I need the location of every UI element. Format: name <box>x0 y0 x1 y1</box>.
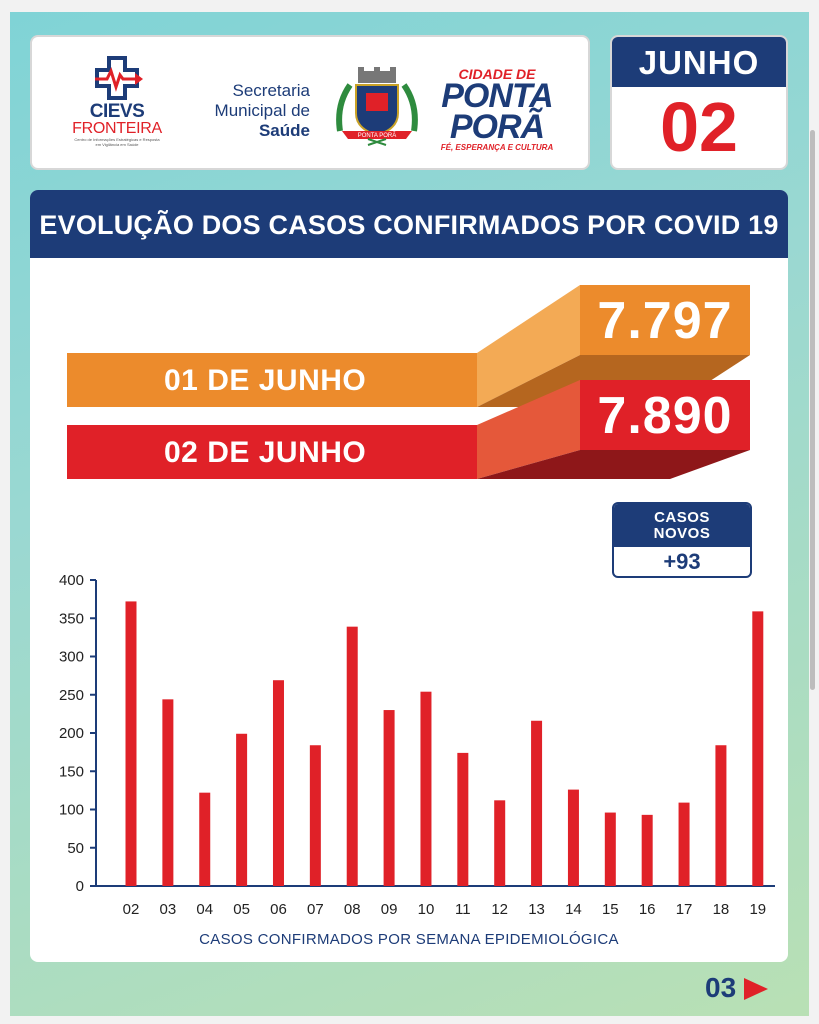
cidade-logo: CIDADE DE PONTA PORÃ FÉ, ESPERANÇA E CUL… <box>427 67 567 153</box>
y-tick-label: 250 <box>59 687 84 704</box>
secretaria-logo: Secretaria Municipal de Saúde <box>182 81 310 141</box>
bar-week-18 <box>715 745 727 886</box>
bar-week-02 <box>125 601 137 886</box>
cidade-main: PONTA PORÃ <box>441 77 553 146</box>
ribbon-fold-1 <box>477 285 580 407</box>
x-tick-label: 12 <box>491 901 508 918</box>
x-tick-label: 11 <box>455 901 471 918</box>
comparison-value-1: 7.797 <box>580 285 750 355</box>
y-tick-label: 300 <box>59 649 84 666</box>
y-tick-label: 150 <box>59 763 84 780</box>
x-tick-label: 14 <box>565 901 582 918</box>
bar-week-07 <box>309 745 321 886</box>
x-tick-label: 05 <box>233 901 250 918</box>
casos-novos-value: +93 <box>663 549 701 574</box>
y-tick-label: 200 <box>59 725 84 742</box>
bar-week-03 <box>162 699 174 886</box>
next-page-arrow-icon[interactable] <box>744 978 768 1000</box>
window-frame-top <box>0 0 819 12</box>
cievs-logo: CIEVS FRONTEIRA Centro de Informações Es… <box>72 55 162 147</box>
municipal-crest-icon: PONTA PORÃ <box>336 67 418 146</box>
secretaria-line1: Secretaria <box>232 81 310 100</box>
x-tick-label: 18 <box>713 901 730 918</box>
window-frame-bottom <box>0 1016 819 1024</box>
bar-week-04 <box>199 792 211 886</box>
x-tick-label: 15 <box>602 901 619 918</box>
casos-novos-title-line1: CASOS <box>654 509 710 526</box>
x-tick-label: 07 <box>307 901 324 918</box>
x-tick-label: 16 <box>639 901 656 918</box>
y-tick-label: 350 <box>59 610 84 627</box>
x-tick-label: 08 <box>344 901 361 918</box>
ribbon-shadow-2 <box>477 450 750 479</box>
bar-week-19 <box>752 611 764 886</box>
panel-title: EVOLUÇÃO DOS CASOS CONFIRMADOS POR COVID… <box>30 190 788 258</box>
x-tick-label: 09 <box>381 901 398 918</box>
date-card: JUNHO 02 <box>610 35 788 170</box>
y-tick-label: 50 <box>67 840 84 857</box>
window-frame-left <box>0 0 10 1024</box>
x-tick-label: 04 <box>196 901 213 918</box>
header-card: CIEVS FRONTEIRA Centro de Informações Es… <box>30 35 590 170</box>
bar-week-13 <box>531 720 543 886</box>
bar-week-10 <box>420 691 432 886</box>
casos-novos-title-line2: NOVOS <box>653 525 711 542</box>
cidade-tagline: FÉ, ESPERANÇA E CULTURA <box>440 143 554 152</box>
x-tick-label: 10 <box>418 901 435 918</box>
weekly-cases-chart: 0 50 100 150 200 250 300 350 400 02 03 04 05 06 07 08 09… <box>59 572 775 918</box>
bar-week-15 <box>604 812 616 886</box>
x-tick-label: 19 <box>749 901 766 918</box>
bar-week-09 <box>383 710 395 886</box>
date-day: 02 <box>660 88 738 166</box>
casos-novos-title: CASOS NOVOS <box>614 504 750 547</box>
chart-x-axis-label: CASOS CONFIRMADOS POR SEMANA EPIDEMIOLÓG… <box>199 931 619 948</box>
page-number: 03 <box>705 972 737 1003</box>
casos-novos-box: CASOS NOVOS +93 <box>612 502 752 578</box>
main-panel: EVOLUÇÃO DOS CASOS CONFIRMADOS POR COVID… <box>30 190 788 962</box>
cidade-top: CIDADE DE <box>458 66 536 82</box>
comparison-label-2: 02 DE JUNHO <box>67 425 477 479</box>
bar-week-16 <box>641 814 653 886</box>
bar-week-12 <box>494 800 506 886</box>
date-month: JUNHO <box>612 37 786 87</box>
bar-week-06 <box>272 680 284 886</box>
x-tick-label: 13 <box>528 901 545 918</box>
secretaria-line3: Saúde <box>258 121 310 140</box>
x-tick-label: 17 <box>676 901 693 918</box>
x-tick-label: 03 <box>160 901 177 918</box>
cievs-caption: Centro de Informações Estratégicas e Res… <box>74 137 160 147</box>
bar-week-05 <box>236 733 248 886</box>
y-tick-label: 400 <box>59 572 84 589</box>
cievs-title: CIEVS <box>89 101 145 122</box>
bar-week-11 <box>457 752 469 886</box>
comparison-value-2: 7.890 <box>580 380 750 450</box>
scrollbar[interactable] <box>810 130 815 690</box>
x-tick-label: 06 <box>270 901 287 918</box>
bar-week-08 <box>346 626 358 886</box>
bar-week-17 <box>678 802 690 886</box>
y-tick-label: 0 <box>76 878 84 895</box>
bar-week-14 <box>567 789 579 886</box>
y-tick-label: 100 <box>59 802 84 819</box>
ribbon-fold-2 <box>477 380 580 479</box>
x-tick-label: 02 <box>123 901 140 918</box>
crest-ribbon: PONTA PORÃ <box>358 132 397 139</box>
medical-cross-icon <box>95 56 143 100</box>
cievs-subtitle: FRONTEIRA <box>72 120 162 137</box>
comparison-label-1: 01 DE JUNHO <box>67 353 477 407</box>
secretaria-line2: Municipal de <box>214 101 310 120</box>
